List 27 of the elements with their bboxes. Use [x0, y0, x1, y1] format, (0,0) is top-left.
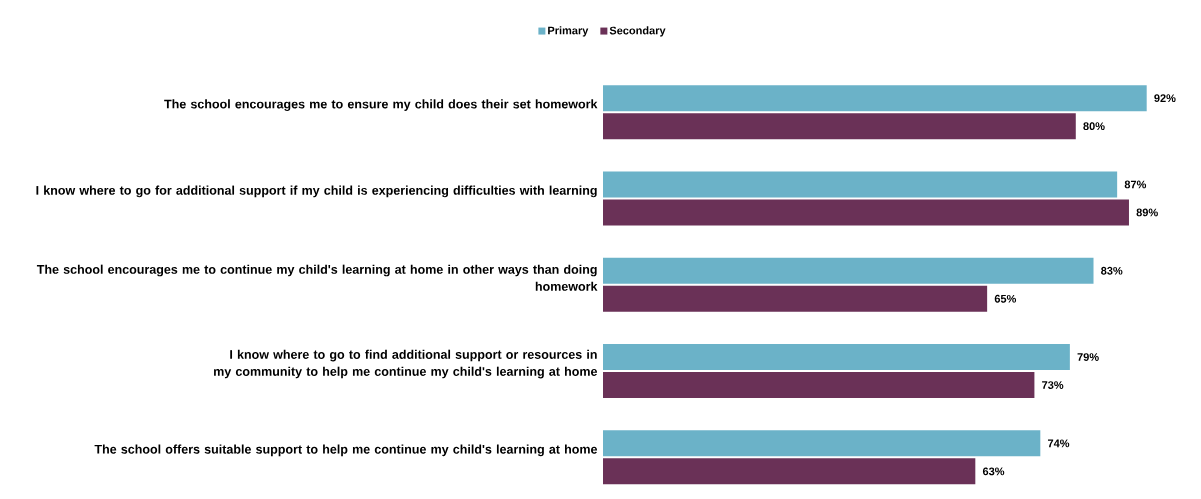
bar: [603, 257, 1094, 284]
bar: [603, 430, 1041, 457]
data-label: 63%: [982, 467, 1005, 476]
y-tick-label: The school encourages me to continue my child's learning at home in other ways than doing homework: [36, 264, 598, 291]
bar: [603, 85, 1147, 112]
bar: [603, 199, 1129, 226]
data-label: 74%: [1047, 439, 1070, 448]
bar: [603, 285, 988, 312]
data-label: 73%: [1042, 381, 1064, 389]
y-tick-label: The school encourages me to ensure my child does their set homework: [164, 99, 598, 112]
bar: [603, 458, 976, 485]
data-label: 79%: [1077, 353, 1099, 361]
bar: [603, 171, 1118, 198]
y-tick-label: The school offers suitable support to help me continue my child's learning at home: [94, 444, 598, 457]
bar: [603, 344, 1070, 371]
data-label: 92%: [1154, 94, 1176, 103]
legend-label: Primary: [548, 26, 589, 37]
data-label: 87%: [1124, 180, 1147, 189]
bar: [603, 372, 1035, 399]
bar: [603, 113, 1076, 140]
data-label: 80%: [1083, 122, 1105, 131]
y-tick-label: I know where to go to find additional support or resources in my community to help me continue my child's learning at home: [214, 349, 598, 379]
data-label: 89%: [1136, 208, 1158, 217]
data-label: 83%: [1101, 266, 1123, 275]
y-tick-label: I know where to go for additional support if my child is experiencing difficulties with learning: [36, 185, 597, 198]
data-label: 65%: [994, 294, 1017, 303]
legend-label: Secondary: [609, 26, 666, 37]
